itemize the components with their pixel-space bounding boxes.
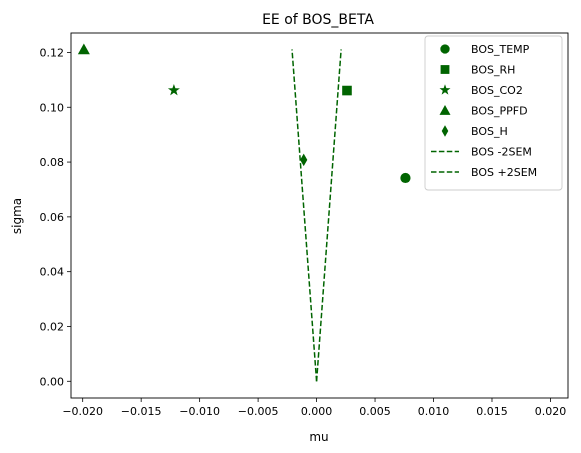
x-tick-label: −0.005 [238,405,279,418]
point-bos-ppfd [77,43,90,55]
legend-label: BOS_RH [471,64,515,77]
y-tick-label: 0.12 [40,46,65,59]
x-tick-label: −0.010 [179,405,220,418]
legend-label: BOS_H [471,125,508,138]
y-tick-label: 0.10 [40,101,65,114]
legend-marker [439,105,451,115]
point-bos-h [300,153,308,167]
legend: BOS_TEMP BOS_RH BOS_CO2 BOS_PPFD BOS_H BOS -2… [424,35,563,191]
point-bos-rh [342,85,352,96]
point-bos-co2 [167,83,180,96]
legend-label: BOS_TEMP [471,43,530,56]
y-tick-label: 0.02 [40,320,65,333]
data-points [77,43,411,184]
sem-line [315,49,342,382]
legend-marker [440,65,450,74]
legend-marker [439,84,451,95]
legend-label: BOS_CO2 [471,84,523,97]
x-tick-label: 0.000 [301,405,333,418]
plot-frame [70,32,569,399]
y-axis-ticks: 0.00 0.02 0.04 0.06 0.08 0.10 0.12 [40,46,71,388]
x-tick-label: −0.020 [62,405,103,418]
y-tick-label: 0.00 [40,375,65,388]
sem-lines [291,49,342,382]
x-tick-label: 0.005 [359,405,391,418]
legend-label: BOS -2SEM [471,146,532,159]
legend-label: BOS +2SEM [471,166,537,179]
legend-box [424,35,563,191]
point-bos-temp [400,172,411,184]
y-tick-label: 0.06 [40,211,65,224]
x-tick-label: −0.015 [121,405,162,418]
sem-line [291,49,318,382]
x-axis-label: mu [309,430,328,444]
y-axis-label: sigma [10,198,24,234]
legend-label: BOS_PPFD [471,105,528,118]
y-tick-label: 0.08 [40,156,65,169]
legend-marker [440,44,450,54]
x-tick-label: 0.015 [476,405,508,418]
chart-title: EE of BOS_BETA [262,12,374,28]
x-tick-label: 0.020 [535,405,567,418]
legend-marker [441,125,449,137]
y-tick-label: 0.04 [40,266,65,279]
x-tick-label: 0.010 [418,405,450,418]
x-axis-ticks: −0.020 −0.015 −0.010 −0.005 0.000 0.005 0.010 0… [62,398,566,418]
